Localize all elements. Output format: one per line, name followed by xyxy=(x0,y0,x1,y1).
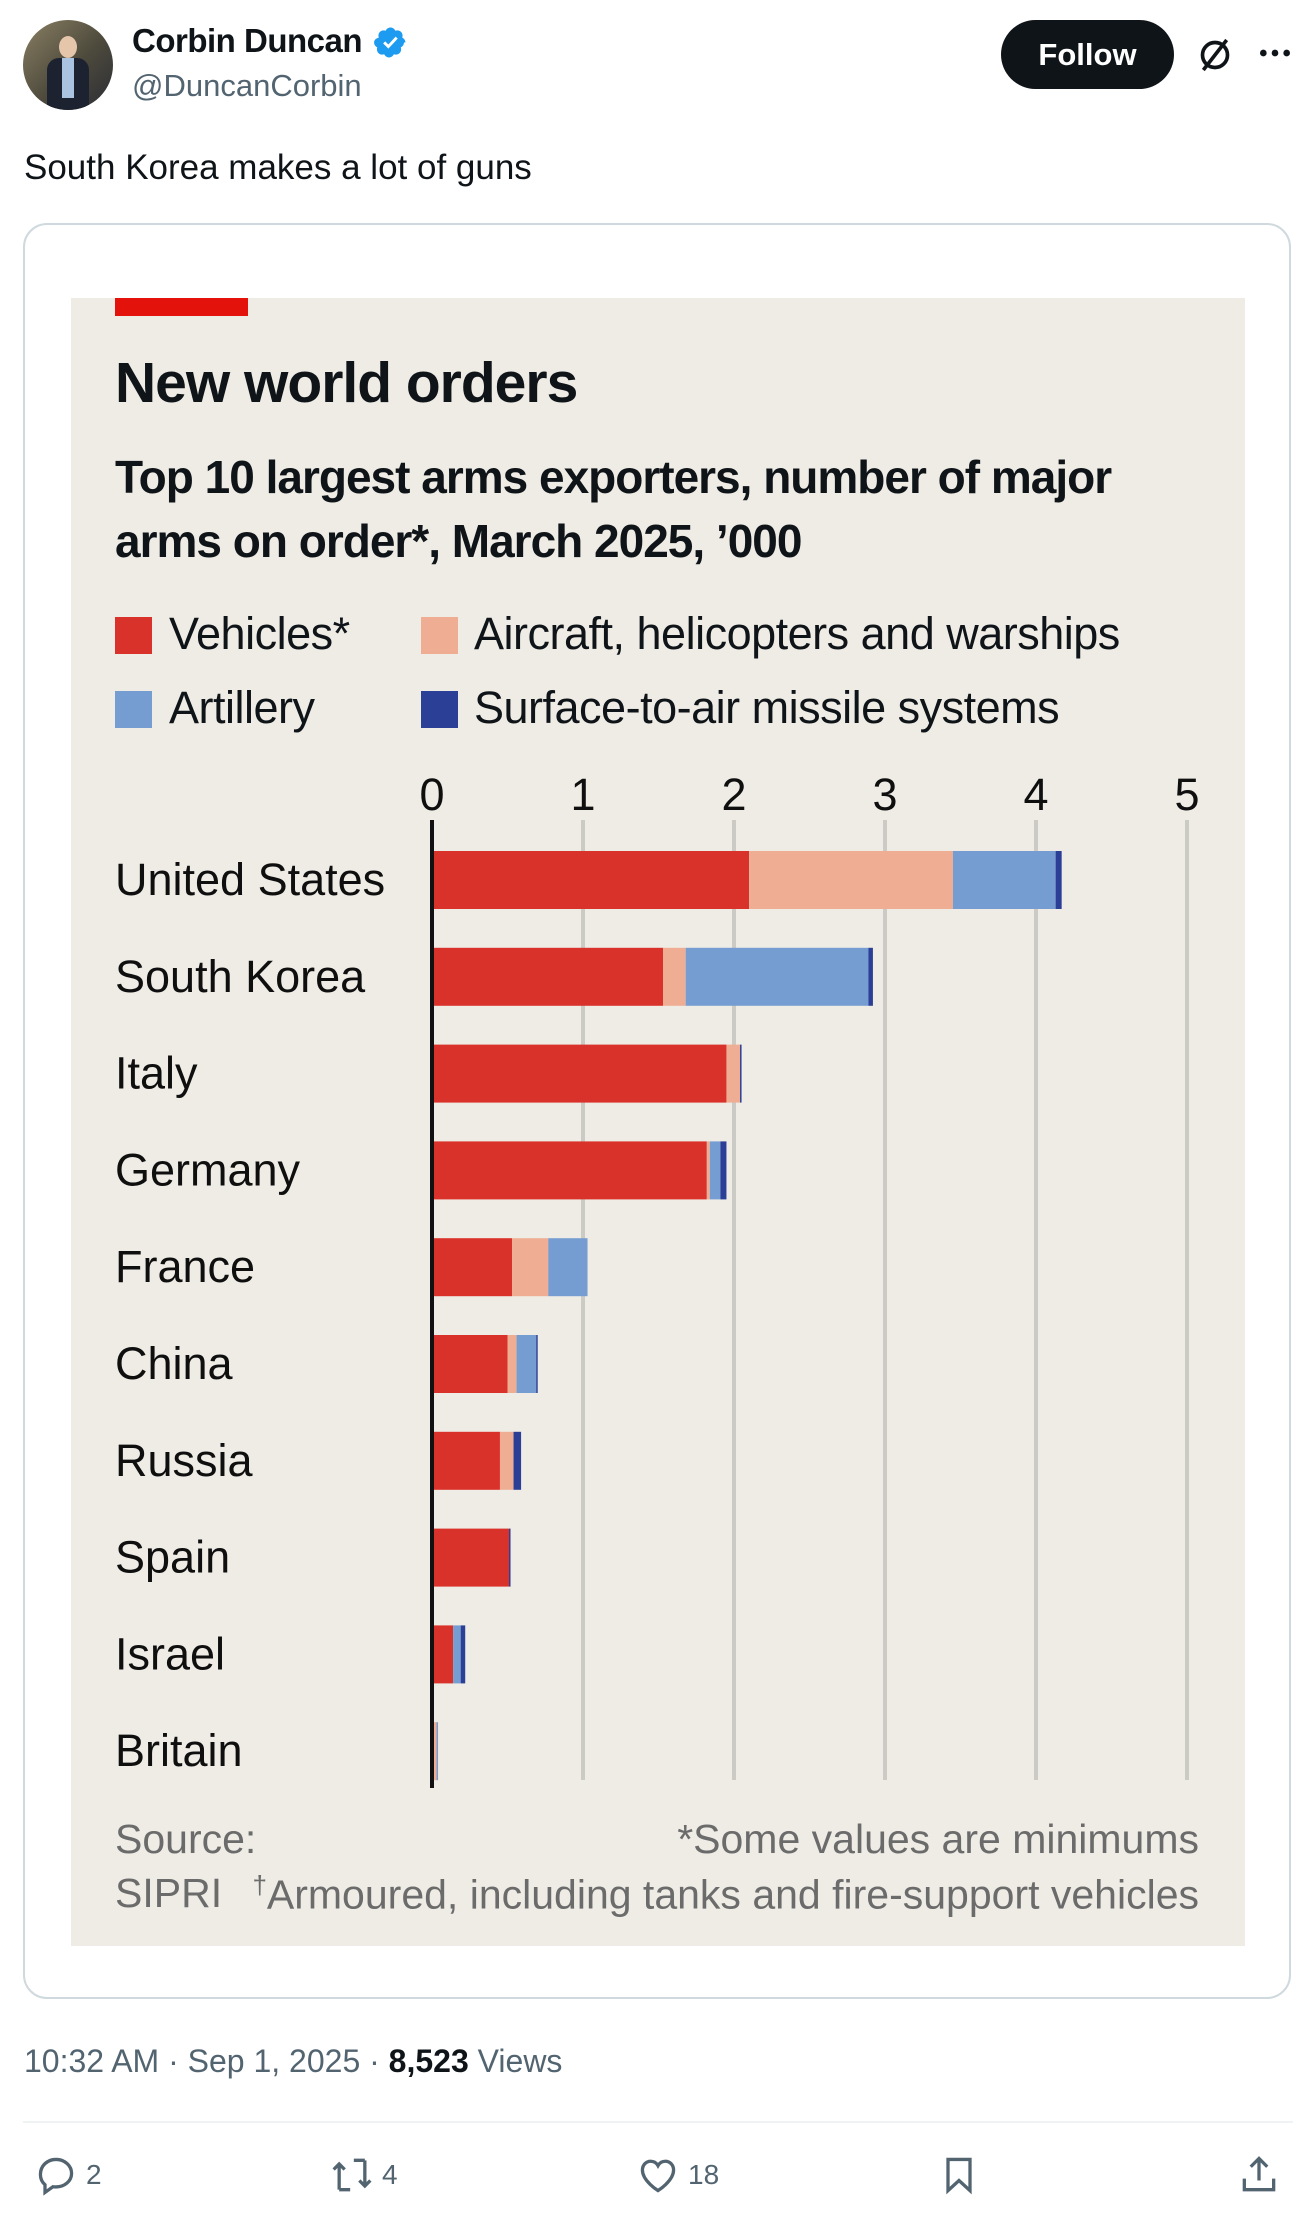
tweet-time[interactable]: 10:32 AM xyxy=(24,2043,160,2079)
x-tick-label: 2 xyxy=(721,769,746,820)
author-handle[interactable]: @DuncanCorbin xyxy=(132,68,362,103)
meta-separator: · xyxy=(369,2043,380,2079)
bar-segment-vehicles-spain xyxy=(432,1528,510,1587)
bar-segment-artillery-israel xyxy=(453,1625,461,1684)
source-value: SIPRI xyxy=(115,1870,223,1916)
x-tick-label: 4 xyxy=(1023,769,1048,820)
bar-segment-vehicles-united-states xyxy=(432,851,750,909)
plot-area: 0 1 2 3 4 5 United States South Korea Italy Germa… xyxy=(115,769,1200,1788)
legend-swatch-sam xyxy=(421,691,458,728)
author-name[interactable]: Corbin Duncan xyxy=(132,22,363,59)
bar-segment-surface-to-air-missile-systems-russia xyxy=(513,1431,522,1490)
category-label: Britain xyxy=(115,1725,243,1776)
media-card[interactable] xyxy=(23,223,1291,1999)
x-tick-label: 3 xyxy=(872,769,897,820)
legend-sam: Surface-to-air missile systems xyxy=(474,682,1060,733)
divider xyxy=(23,2121,1293,2123)
meta-separator: · xyxy=(168,2043,179,2079)
source-label: Source: xyxy=(115,1816,257,1862)
bar-segment-vehicles-south-korea xyxy=(432,947,664,1006)
tweet-text: South Korea makes a lot of guns xyxy=(24,148,532,187)
bar-segment-artillery-france xyxy=(548,1238,588,1297)
bar-segment-artillery-united-states xyxy=(952,851,1056,909)
category-label: China xyxy=(115,1338,234,1389)
bar-segment-surface-to-air-missile-systems-israel xyxy=(460,1625,466,1684)
x-tick-label: 0 xyxy=(419,769,444,820)
x-tick-label: 1 xyxy=(570,769,595,820)
verified-badge-icon xyxy=(374,27,406,58)
category-label: Israel xyxy=(115,1628,225,1679)
footnote-armoured: †Armoured, including tanks and fire-supp… xyxy=(252,1870,1199,1919)
bar-segment-artillery-china xyxy=(516,1335,537,1393)
follow-button[interactable]: Follow xyxy=(1001,20,1174,89)
category-label: Germany xyxy=(115,1144,301,1195)
chart: New world orders Top 10 largest arms exp… xyxy=(71,298,1245,1946)
bar-segment-aircraft-helicopters-and-warships-italy xyxy=(726,1044,741,1103)
legend-swatch-aircraft xyxy=(421,617,458,654)
bar-segment-aircraft-helicopters-and-warships-russia xyxy=(499,1431,514,1490)
chart-subtitle-2: arms on order*, March 2025, ’000 xyxy=(115,515,802,567)
x-tick-label: 5 xyxy=(1174,769,1199,820)
reply-count: 2 xyxy=(86,2159,102,2190)
repost-icon xyxy=(332,2158,372,2192)
bar-segment-aircraft-helicopters-and-warships-britain xyxy=(432,1722,437,1781)
repost-button[interactable]: 4 xyxy=(330,2150,398,2200)
category-label: France xyxy=(115,1241,255,1292)
bar-segment-vehicles-france xyxy=(432,1238,513,1297)
bar-segment-aircraft-helicopters-and-warships-france xyxy=(512,1238,549,1297)
views-label: Views xyxy=(477,2043,563,2079)
tweet-date[interactable]: Sep 1, 2025 xyxy=(187,2043,361,2079)
bar-segment-vehicles-russia xyxy=(432,1431,500,1490)
bar-segment-surface-to-air-missile-systems-italy xyxy=(740,1044,742,1103)
bar-segment-aircraft-helicopters-and-warships-germany xyxy=(706,1141,710,1200)
grok-icon[interactable] xyxy=(1195,35,1235,75)
bar-segment-artillery-britain xyxy=(436,1722,439,1781)
legend-swatch-vehicles xyxy=(115,617,152,654)
share-button[interactable] xyxy=(1237,2150,1281,2200)
reply-icon xyxy=(38,2157,74,2196)
chart-subtitle: Top 10 largest arms exporters, number of… xyxy=(115,451,1112,503)
bar-segment-surface-to-air-missile-systems-south-korea xyxy=(868,947,873,1006)
legend-aircraft: Aircraft, helicopters and warships xyxy=(474,608,1120,659)
dagger-mark: † xyxy=(252,1870,267,1900)
legend-vehicles: Vehicles* xyxy=(169,608,350,659)
chart-title: New world orders xyxy=(115,351,578,415)
bar-segment-vehicles-germany xyxy=(432,1141,707,1200)
like-button[interactable]: 18 xyxy=(636,2150,719,2200)
bar-segment-artillery-germany xyxy=(709,1141,721,1200)
accent-bar xyxy=(115,298,248,316)
bar-segment-aircraft-helicopters-and-warships-united-states xyxy=(749,851,953,909)
reply-button[interactable]: 2 xyxy=(34,2150,102,2200)
like-icon xyxy=(640,2159,676,2193)
bar-segment-artillery-south-korea xyxy=(685,947,869,1006)
share-icon xyxy=(1242,2156,1276,2192)
bar-segment-surface-to-air-missile-systems-united-states xyxy=(1055,851,1062,909)
bookmark-button[interactable] xyxy=(937,2150,981,2200)
bar-segment-vehicles-china xyxy=(432,1335,508,1393)
bar-segment-surface-to-air-missile-systems-spain xyxy=(509,1528,511,1587)
repost-count: 4 xyxy=(382,2159,398,2190)
bar-segment-aircraft-helicopters-and-warships-china xyxy=(507,1335,517,1393)
bookmark-icon xyxy=(946,2157,972,2195)
category-label: Italy xyxy=(115,1048,198,1099)
bar-segment-aircraft-helicopters-and-warships-south-korea xyxy=(663,947,686,1006)
bar-segment-surface-to-air-missile-systems-germany xyxy=(720,1141,727,1200)
category-label: South Korea xyxy=(115,951,366,1002)
like-count: 18 xyxy=(688,2159,720,2190)
footnote-armoured-text: Armoured, including tanks and fire-suppo… xyxy=(266,1871,1199,1918)
avatar[interactable] xyxy=(23,20,113,110)
view-count: 8,523 xyxy=(388,2043,469,2079)
more-icon[interactable] xyxy=(1255,38,1295,68)
tweet-meta: 10:32 AM · Sep 1, 2025 · 8,523 Views xyxy=(24,2043,562,2080)
category-label: Spain xyxy=(115,1532,230,1583)
footnote-minimums: *Some values are minimums xyxy=(677,1816,1199,1862)
legend-swatch-artillery xyxy=(115,691,152,728)
category-label: United States xyxy=(115,854,385,905)
bar-segment-surface-to-air-missile-systems-china xyxy=(536,1335,538,1393)
bar-segment-vehicles-israel xyxy=(432,1625,454,1684)
bar-segment-vehicles-italy xyxy=(432,1044,727,1103)
category-label: Russia xyxy=(115,1435,254,1486)
legend-artillery: Artillery xyxy=(169,682,315,733)
